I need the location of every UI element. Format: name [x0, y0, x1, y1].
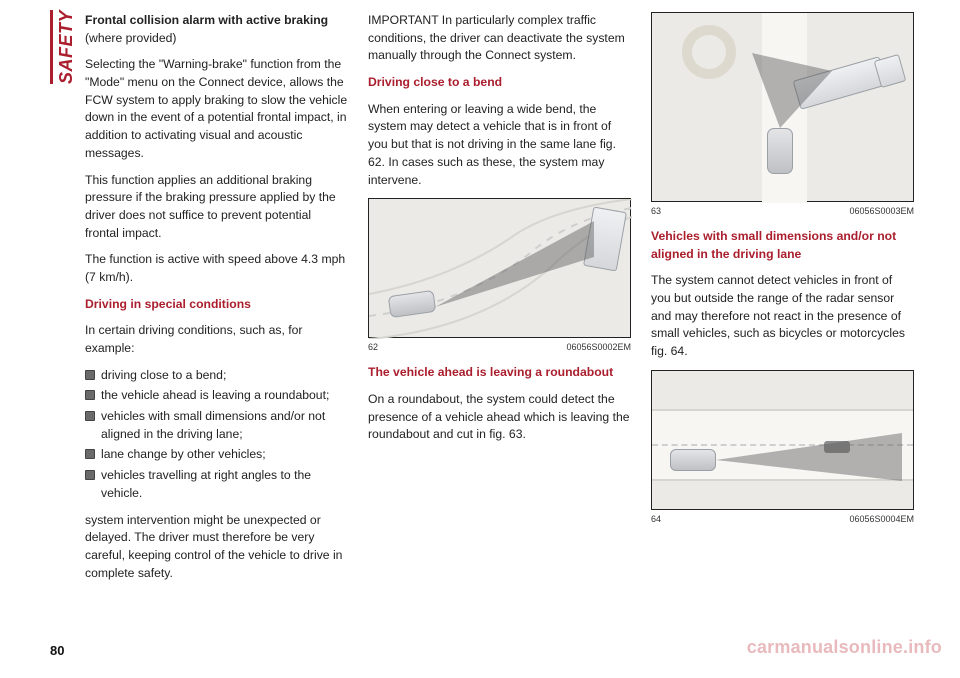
figure-caption: 63 06056S0003EM [651, 205, 914, 218]
para: system intervention might be unexpected … [85, 512, 348, 583]
heading-small-vehicles: Vehicles with small dimensions and/or no… [651, 228, 914, 263]
figure-code: 06056S0002EM [566, 341, 631, 354]
figure-frame [651, 12, 914, 202]
para: The system cannot detect vehicles in fro… [651, 272, 914, 360]
figure-caption: 62 06056S0002EM [368, 341, 631, 354]
para: This function applies an additional brak… [85, 172, 348, 243]
para: On a roundabout, the system could detect… [368, 391, 631, 444]
bullet-text: lane change by other vehicles; [101, 446, 266, 464]
figure-number: 64 [651, 513, 661, 526]
para-important: IMPORTANT In particularly complex traffi… [368, 12, 631, 65]
figure-64: 64 06056S0004EM [651, 370, 914, 526]
watermark: carmanualsonline.info [747, 637, 942, 658]
where-provided: (where provided) [85, 31, 176, 45]
bullet-text: the vehicle ahead is leaving a roundabou… [101, 387, 329, 405]
para: In certain driving conditions, such as, … [85, 322, 348, 357]
heading-frontal-collision: Frontal collision alarm with active brak… [85, 13, 328, 27]
para: When entering or leaving a wide bend, th… [368, 101, 631, 189]
bullet-list: driving close to a bend; the vehicle ahe… [85, 367, 348, 503]
figure-62: 62 06056S0002EM [368, 198, 631, 354]
figure-code: 06056S0004EM [849, 513, 914, 526]
heading-special-conditions: Driving in special conditions [85, 296, 348, 314]
column-3: 63 06056S0003EM Vehicles with small dime… [651, 12, 914, 591]
column-1: Frontal collision alarm with active brak… [85, 12, 348, 591]
section-tab-safety: SAFETY [50, 10, 77, 84]
figure-number: 62 [368, 341, 378, 354]
figure-63: 63 06056S0003EM [651, 12, 914, 218]
figure-frame [368, 198, 631, 338]
beam-icon [369, 199, 632, 339]
bullet-icon [85, 470, 95, 480]
manual-page: SAFETY Frontal collision alarm with acti… [0, 0, 960, 678]
figure-code: 06056S0003EM [849, 205, 914, 218]
para: Selecting the "Warning-brake" function f… [85, 56, 348, 162]
bullet-icon [85, 390, 95, 400]
figure-caption: 64 06056S0004EM [651, 513, 914, 526]
bullet-text: vehicles with small dimensions and/or no… [101, 408, 348, 443]
content-columns: Frontal collision alarm with active brak… [85, 12, 915, 591]
column-2: IMPORTANT In particularly complex traffi… [368, 12, 631, 591]
bullet-text: vehicles travelling at right angles to t… [101, 467, 348, 502]
bullet-text: driving close to a bend; [101, 367, 226, 385]
bullet-icon [85, 449, 95, 459]
para: The function is active with speed above … [85, 251, 348, 286]
bullet-icon [85, 411, 95, 421]
bullet-icon [85, 370, 95, 380]
page-number: 80 [50, 643, 64, 658]
beam-icon [652, 371, 915, 511]
beam-icon [652, 13, 915, 203]
figure-number: 63 [651, 205, 661, 218]
figure-frame [651, 370, 914, 510]
heading-close-to-bend: Driving close to a bend [368, 74, 631, 92]
heading-leaving-roundabout: The vehicle ahead is leaving a roundabou… [368, 364, 631, 382]
